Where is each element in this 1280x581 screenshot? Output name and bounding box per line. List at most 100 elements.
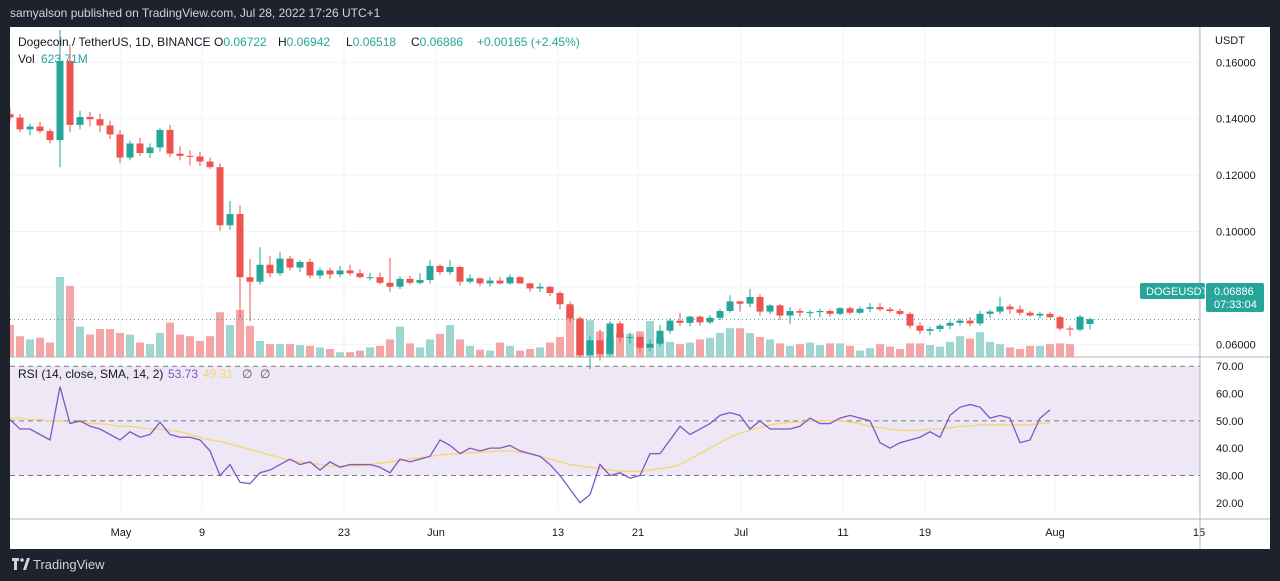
close-value: 0.06886 — [420, 35, 464, 49]
volume-bar — [516, 350, 524, 357]
rsi-sma-value: 49.31 — [203, 367, 233, 381]
volume-bar — [1056, 343, 1064, 357]
candle-body — [586, 340, 594, 356]
candle-body — [1026, 312, 1034, 316]
volume-bar — [816, 345, 824, 357]
volume-bar — [1006, 347, 1014, 357]
volume-bar — [146, 344, 154, 357]
candle-body — [1036, 313, 1044, 316]
candle-body — [216, 167, 224, 226]
candle-body — [1056, 317, 1064, 329]
low-label: L — [346, 35, 353, 49]
volume-bar — [726, 328, 734, 357]
volume-bar — [1066, 344, 1074, 357]
volume-bar — [1036, 345, 1044, 357]
candle-body — [396, 278, 404, 287]
volume-bar — [346, 352, 354, 357]
high-value: 0.06942 — [287, 35, 331, 49]
candle-body — [196, 156, 204, 162]
candle-body — [466, 278, 474, 282]
volume-bar — [436, 333, 444, 357]
candle-body — [1066, 328, 1074, 330]
volume-bar — [526, 349, 534, 357]
volume-bar — [806, 342, 814, 357]
candle-body — [816, 311, 824, 313]
volume-bar — [96, 329, 104, 357]
candle-body — [176, 153, 184, 156]
candle-body — [736, 301, 744, 304]
volume-bar — [116, 333, 124, 357]
open-label: O — [214, 35, 223, 49]
candle-body — [656, 330, 664, 344]
volume-bar — [976, 332, 984, 357]
price-tag-bg — [1206, 283, 1264, 312]
volume-bar — [556, 337, 564, 357]
chart-panel: May 9 23 Jun 13 21 Jul 11 19 Aug 15 0.16000 0.14000 0… — [6, 27, 1270, 549]
candle-body — [886, 309, 894, 312]
volume-bar — [156, 333, 164, 357]
volume-bar — [896, 349, 904, 357]
candle-body — [106, 125, 114, 135]
low-value: 0.06518 — [353, 35, 397, 49]
volume-bar — [86, 334, 94, 357]
candle-body — [76, 116, 84, 125]
volume-bar — [236, 309, 244, 357]
candlestick-chart[interactable]: May 9 23 Jun 13 21 Jul 11 19 Aug 15 0.16000 0.14000 0… — [6, 27, 1270, 549]
candle-body — [966, 320, 974, 324]
candle-body — [226, 214, 234, 226]
volume-bar — [686, 342, 694, 357]
grid — [10, 27, 1200, 511]
candle-body — [166, 129, 174, 154]
symbol-tag: DOGEUSDT — [1146, 286, 1209, 298]
symbol-tag-bg — [1140, 283, 1205, 299]
candle-body — [26, 126, 34, 130]
volume-bar — [656, 337, 664, 357]
volume-bar — [746, 333, 754, 357]
candle-body — [246, 277, 254, 282]
candle-body — [616, 323, 624, 338]
volume-bar — [996, 344, 1004, 357]
volume-bar — [396, 326, 404, 357]
candle-body — [326, 270, 334, 275]
candle-body — [186, 155, 194, 157]
y-tick-label: 0.14000 — [1216, 114, 1256, 126]
candle-body — [36, 126, 44, 132]
volume-bar — [736, 328, 744, 357]
candle-body — [796, 311, 804, 313]
candle-body — [606, 323, 614, 354]
candle-body — [576, 318, 584, 356]
candle-body — [96, 119, 104, 126]
high-label: H — [278, 35, 287, 49]
candle-body — [286, 258, 294, 268]
volume-bar — [246, 325, 254, 357]
volume-bar — [846, 345, 854, 357]
candle-body — [56, 60, 64, 141]
volume-bar — [186, 336, 194, 357]
candle-body — [276, 258, 284, 274]
candle-body — [1046, 313, 1054, 318]
volume-bar — [956, 336, 964, 357]
candle-body — [496, 280, 504, 284]
candle-body — [366, 277, 374, 279]
candle-body — [556, 292, 564, 305]
rsi-tick-label: 30.00 — [1216, 470, 1244, 482]
candle-body — [996, 306, 1004, 312]
candle-body — [866, 307, 874, 309]
publish-text: samyalson published on TradingView.com, … — [10, 6, 381, 20]
rsi-tick-label: 50.00 — [1216, 416, 1244, 428]
volume-bar — [126, 334, 134, 357]
volume-bar — [36, 337, 44, 357]
candle-body — [1006, 306, 1014, 310]
x-tick-label: 15 — [1193, 527, 1205, 539]
volume-bar — [386, 339, 394, 357]
volume-bar — [336, 352, 344, 357]
volume-bar — [826, 343, 834, 357]
volume-bar — [256, 341, 264, 357]
candle-body — [506, 277, 514, 284]
volume-bar — [6, 325, 14, 357]
candle-body — [696, 316, 704, 323]
volume-bar — [1046, 344, 1054, 357]
candle-body — [1076, 316, 1084, 330]
volume-bar — [886, 346, 894, 357]
volume-bar — [206, 336, 214, 357]
